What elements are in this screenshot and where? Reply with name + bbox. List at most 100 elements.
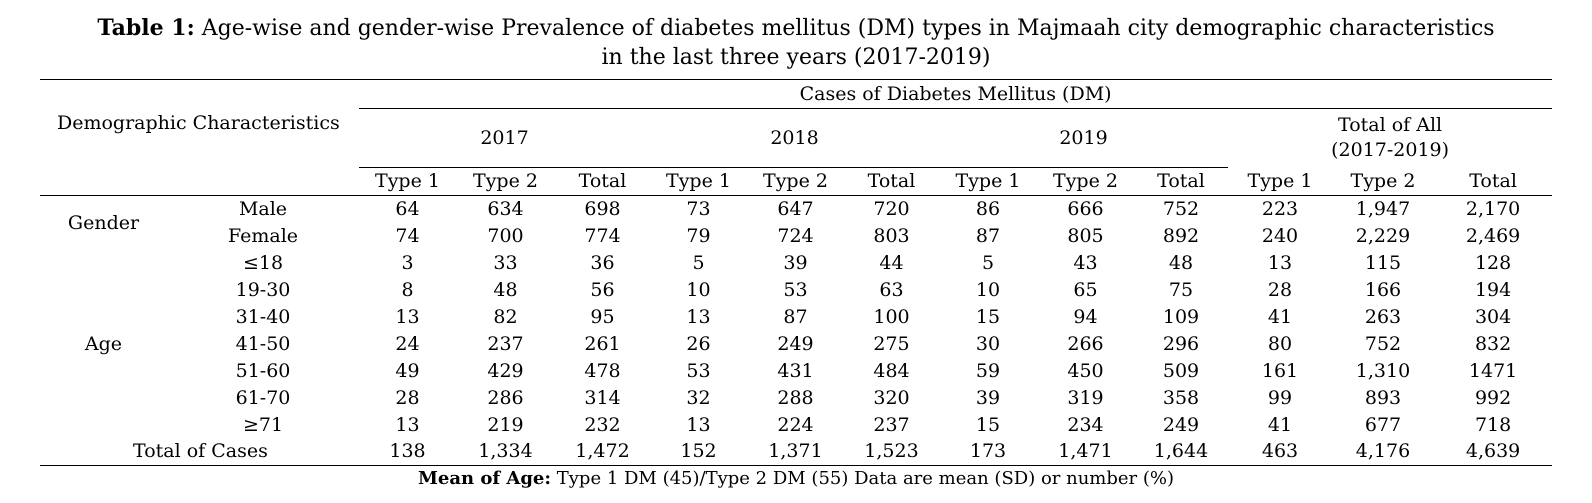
table-cell: 2,170 xyxy=(1465,198,1521,221)
table-cell: 10 xyxy=(686,279,711,302)
total-cell: 1,471 xyxy=(1058,440,1113,463)
total-cell: 4,176 xyxy=(1355,440,1411,463)
table-cell: 1,947 xyxy=(1355,198,1411,221)
row-label: 41-50 xyxy=(235,332,291,355)
table-cell: 224 xyxy=(777,413,814,436)
table-cell: 261 xyxy=(584,332,621,355)
row-label: 19-30 xyxy=(235,279,291,302)
table-cell: 429 xyxy=(487,359,524,382)
type-header-row: Type 1 Type 2 Total Type 1 Type 2 Total Type 1… xyxy=(40,168,1553,196)
table-cell: 13 xyxy=(395,413,420,436)
table-cell: 647 xyxy=(777,198,814,221)
caption-text: Age-wise and gender-wise Prevalence of d… xyxy=(201,16,1495,41)
caption-label: Table 1: xyxy=(97,15,195,41)
table-cell: 666 xyxy=(1067,198,1104,221)
table-row: 51-60 49 429 478 53 431 484 59 450 509 161 1,310 147… xyxy=(40,357,1552,384)
table-cell: 13 xyxy=(1267,252,1293,275)
table-cell: 44 xyxy=(879,252,904,275)
table-cell: 677 xyxy=(1364,413,1402,436)
table-cell: 484 xyxy=(873,359,910,382)
table-row: Gender Male 64 634 698 73 647 720 86 666 752 223 1,9… xyxy=(40,196,1552,233)
row-label: ≥71 xyxy=(242,413,284,436)
table-cell: 478 xyxy=(584,359,621,382)
table-cell: 286 xyxy=(487,386,524,409)
footnote: Mean of Age: Type 1 DM (45)/Type 2 DM (5… xyxy=(40,467,1552,491)
table-row: ≥71 13 219 232 13 224 237 15 234 249 41 677 718 xyxy=(40,411,1552,438)
footnote-text: Type 1 DM (45)/Type 2 DM (55) Data are m… xyxy=(551,468,1175,489)
total-all-line1: Total of All xyxy=(1338,114,1443,137)
table-cell: 698 xyxy=(584,198,621,221)
total-cell: 1,371 xyxy=(768,440,823,463)
row-label: 51-60 xyxy=(235,359,291,382)
table-cell: 319 xyxy=(1067,386,1104,409)
prevalence-table: Demographic Characteristics Cases of Dia… xyxy=(40,79,1553,466)
table-cell: 41 xyxy=(1267,306,1293,328)
table-cell: 8 xyxy=(401,279,414,302)
cases-header: Cases of Diabetes Mellitus (DM) xyxy=(359,79,1553,109)
total-header: Total xyxy=(867,170,916,192)
type-1-header: Type 1 xyxy=(375,170,440,192)
table-cell: 893 xyxy=(1364,386,1402,409)
table-cell: 166 xyxy=(1364,279,1402,302)
table-cell: 2,229 xyxy=(1355,225,1411,248)
table-cell: 48 xyxy=(1168,252,1194,275)
table-cell: 73 xyxy=(686,198,711,221)
table-cell: 13 xyxy=(686,306,711,328)
row-label: Female xyxy=(227,225,299,248)
table-cell: 805 xyxy=(1067,225,1104,248)
table-cell: 752 xyxy=(1162,198,1200,221)
table-cell: 720 xyxy=(873,198,910,221)
table-cell: 115 xyxy=(1364,252,1402,275)
table-cell: 32 xyxy=(686,386,711,409)
table-row: 19-30 8 48 56 10 53 63 10 65 75 28 166 194 xyxy=(40,277,1552,304)
total-cell: 1,523 xyxy=(864,440,919,463)
table-cell: 49 xyxy=(395,359,420,382)
table-cell: 53 xyxy=(686,359,711,382)
table-cell: 240 xyxy=(1261,225,1299,248)
total-row-label: Total of Cases xyxy=(133,440,268,463)
group-label-age: Age xyxy=(84,332,123,355)
table-cell: 24 xyxy=(395,332,420,355)
table-cell: 237 xyxy=(873,413,910,436)
table-cell: 5 xyxy=(981,252,995,275)
table-cell: 249 xyxy=(777,332,814,355)
table-cell: 39 xyxy=(783,252,808,275)
type-1-header: Type 1 xyxy=(1247,169,1313,192)
table-cell: 28 xyxy=(1267,279,1293,302)
row-label: 31-40 xyxy=(235,306,291,328)
table-row: 31-40 13 82 95 13 87 100 15 94 109 41 263 304 xyxy=(40,304,1552,331)
total-cell: 1,334 xyxy=(478,440,533,463)
table-cell: 53 xyxy=(783,279,808,302)
total-cell: 138 xyxy=(389,440,426,463)
total-cell: 463 xyxy=(1261,440,1299,463)
table-cell: 219 xyxy=(487,413,524,436)
table-cell: 509 xyxy=(1162,359,1200,382)
table-row: Age ≤18 3 33 36 5 39 44 5 43 48 13 115 128 xyxy=(40,250,1552,355)
table-cell: 26 xyxy=(686,332,711,355)
table-cell: 314 xyxy=(584,386,621,409)
table-cell: 718 xyxy=(1474,413,1512,436)
total-cell: 4,639 xyxy=(1465,440,1521,463)
table-cell: 87 xyxy=(783,306,808,328)
table-cell: 30 xyxy=(975,332,1001,355)
table-cell: 2,469 xyxy=(1465,225,1521,248)
table-cell: 234 xyxy=(1067,413,1104,436)
table-cell: 275 xyxy=(873,332,910,355)
table-cell: 99 xyxy=(1267,386,1293,409)
table-cell: 3 xyxy=(401,252,414,275)
year-header-2019: 2019 xyxy=(939,108,1228,168)
table-cell: 13 xyxy=(686,413,711,436)
table-cell: 43 xyxy=(1073,252,1098,275)
table-cell: 304 xyxy=(1474,306,1512,328)
table-body: Gender Male 64 634 698 73 647 720 86 666 752 223 1,9… xyxy=(40,196,1553,466)
table-cell: 1,310 xyxy=(1355,359,1411,382)
table-cell: 64 xyxy=(395,198,420,221)
table-cell: 832 xyxy=(1474,332,1512,355)
table-cell: 41 xyxy=(1267,413,1293,436)
table-cell: 128 xyxy=(1474,252,1512,275)
table-row: 41-50 24 237 261 26 249 275 30 266 296 80 752 832 xyxy=(40,330,1552,357)
table-cell: 39 xyxy=(975,386,1001,409)
table-cell: 13 xyxy=(395,306,420,328)
table-cell: 892 xyxy=(1162,225,1200,248)
table-cell: 263 xyxy=(1364,306,1402,328)
